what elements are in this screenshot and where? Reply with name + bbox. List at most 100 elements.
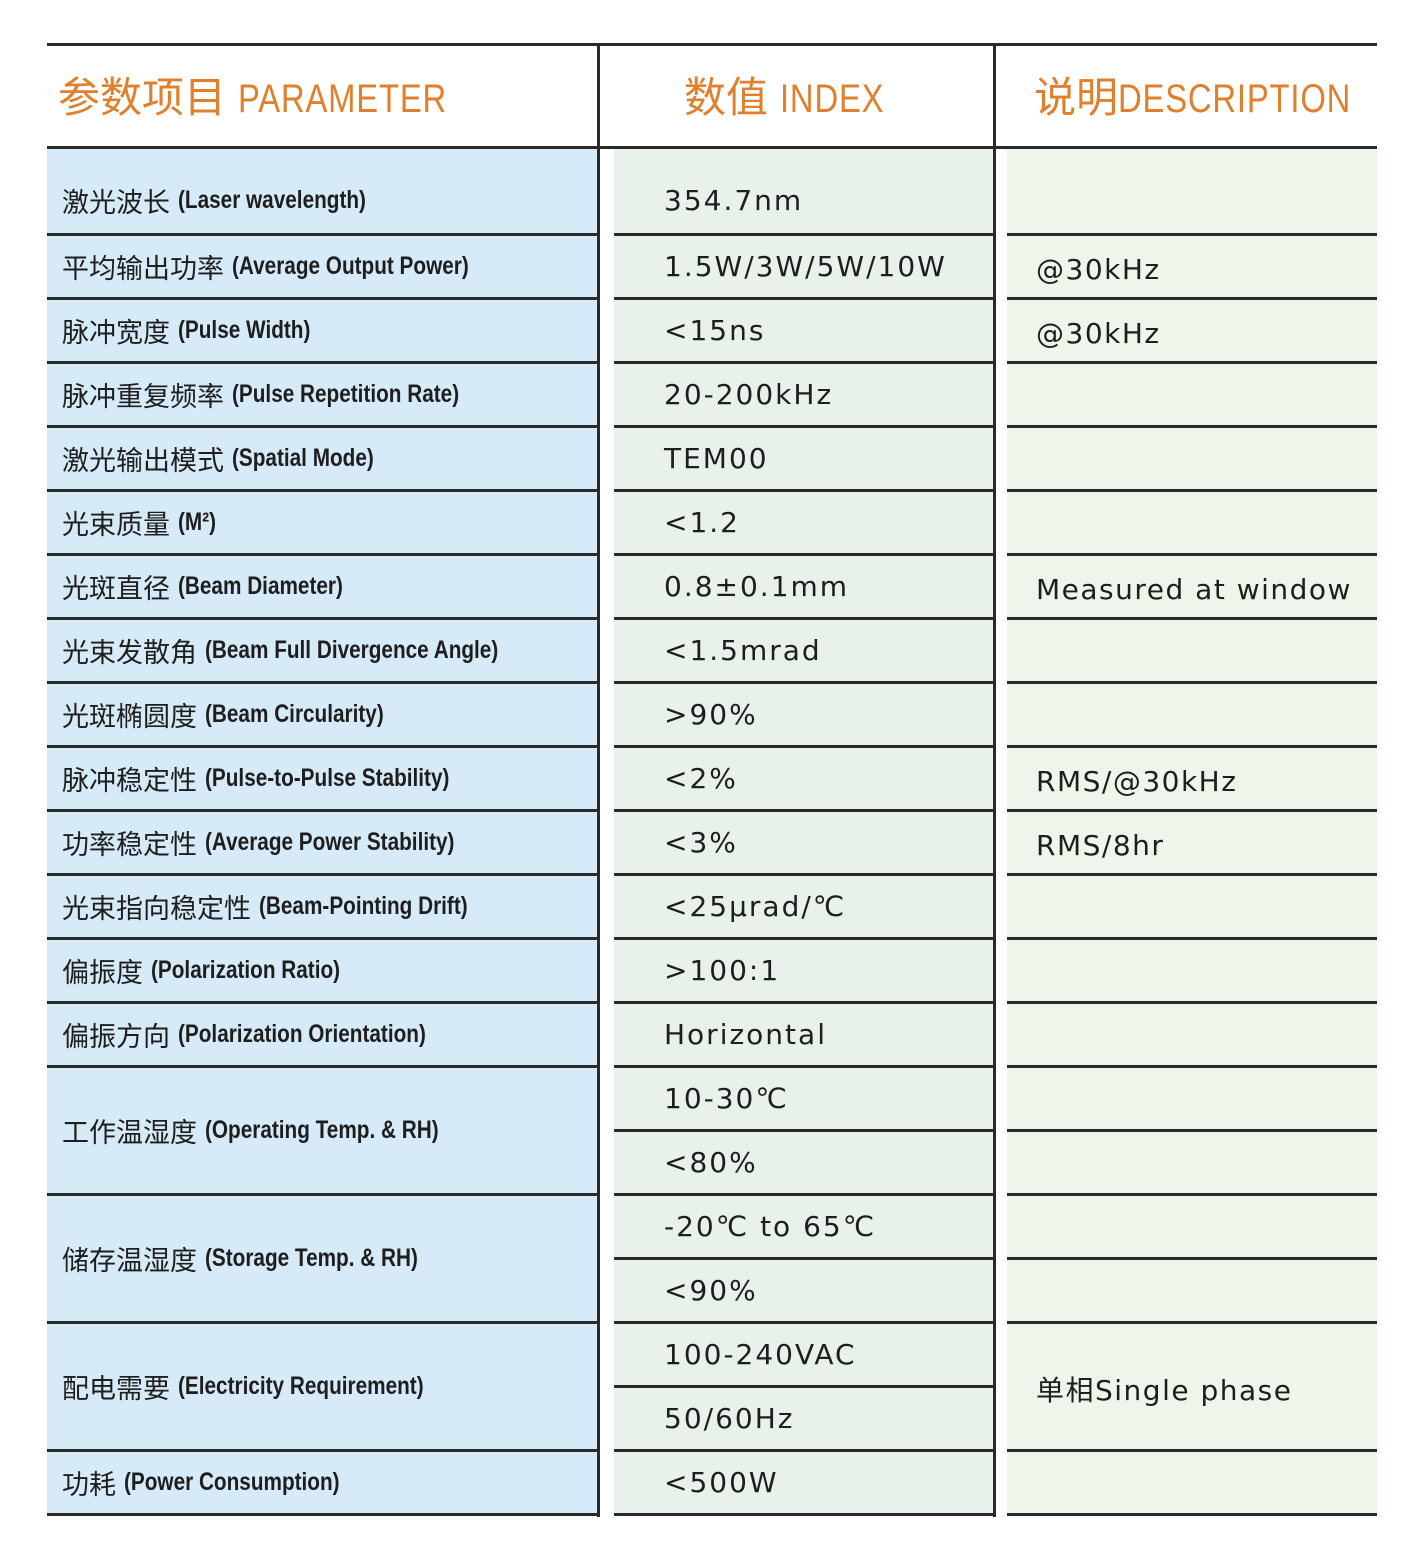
parameter-name-cn: 光束发散角 bbox=[62, 637, 197, 669]
description-row-separator bbox=[1007, 937, 1377, 940]
value-row-separator bbox=[614, 553, 994, 556]
parameter-name-en: (Storage Temp. & RH) bbox=[205, 1243, 418, 1272]
parameter-name-cn: 功耗 bbox=[62, 1469, 116, 1501]
value-row-separator bbox=[614, 361, 994, 364]
parameter-row-separator bbox=[47, 233, 598, 236]
value-row-separator bbox=[614, 1257, 994, 1260]
column-divider-1-body bbox=[597, 149, 600, 1517]
value-cell: 10-30℃ bbox=[664, 1081, 789, 1115]
description-cell: Measured at window bbox=[1036, 572, 1352, 606]
parameter-cell: 光束发散角 (Beam Full Divergence Angle) bbox=[62, 618, 592, 682]
value-row-separator bbox=[614, 1129, 994, 1132]
parameter-row-separator bbox=[47, 809, 598, 812]
parameter-name-en: (Pulse-to-Pulse Stability) bbox=[205, 763, 450, 792]
value-cell: <1.2 bbox=[664, 505, 740, 539]
top-border bbox=[47, 43, 1377, 46]
description-row-separator bbox=[1007, 681, 1377, 684]
parameter-cell: 光束质量 (M²) bbox=[62, 490, 592, 554]
value-row-separator bbox=[614, 617, 994, 620]
parameter-name-en: (Beam-Pointing Drift) bbox=[259, 891, 468, 920]
parameter-cell: 光束指向稳定性 (Beam-Pointing Drift) bbox=[62, 874, 592, 938]
header-description: 说明DESCRIPTION bbox=[1034, 62, 1402, 134]
value-cell: Horizontal bbox=[664, 1017, 827, 1051]
value-cell: <3% bbox=[664, 825, 738, 859]
description-column-bg bbox=[1007, 149, 1377, 1514]
description-row-separator bbox=[1007, 1129, 1377, 1132]
parameter-row-separator bbox=[47, 425, 598, 428]
value-row-separator bbox=[614, 745, 994, 748]
parameter-cell: 储存温湿度 (Storage Temp. & RH) bbox=[62, 1194, 592, 1322]
parameter-name-cn: 光斑直径 bbox=[62, 573, 170, 605]
description-row-separator bbox=[1007, 1065, 1377, 1068]
description-row-separator bbox=[1007, 745, 1377, 748]
column-divider-1 bbox=[597, 43, 600, 149]
parameter-name-en: (Spatial Mode) bbox=[232, 443, 374, 472]
parameter-name-cn: 脉冲重复频率 bbox=[62, 381, 224, 413]
description-row-separator bbox=[1007, 233, 1377, 236]
column-divider-2 bbox=[993, 43, 996, 149]
parameter-name-en: (M²) bbox=[178, 507, 217, 536]
parameter-row-separator bbox=[47, 553, 598, 556]
header-index-cn: 数值 bbox=[684, 74, 769, 121]
parameter-cell: 激光输出模式 (Spatial Mode) bbox=[62, 426, 592, 490]
parameter-cell: 平均输出功率 (Average Output Power) bbox=[62, 234, 592, 298]
description-cell: RMS/@30kHz bbox=[1036, 764, 1238, 798]
description-row-separator bbox=[1007, 1449, 1377, 1452]
description-row-separator bbox=[1007, 809, 1377, 812]
value-cell: <90% bbox=[664, 1273, 758, 1307]
value-row-separator bbox=[614, 1001, 994, 1004]
parameter-row-separator bbox=[47, 1449, 598, 1452]
description-row-separator bbox=[1007, 1001, 1377, 1004]
parameter-name-cn: 平均输出功率 bbox=[62, 253, 224, 285]
parameter-cell: 激光波长 (Laser wavelength) bbox=[62, 167, 592, 234]
description-row-separator bbox=[1007, 617, 1377, 620]
value-row-separator bbox=[614, 937, 994, 940]
parameter-name-cn: 光束质量 bbox=[62, 509, 170, 541]
parameter-row-separator bbox=[47, 617, 598, 620]
parameter-row-separator bbox=[47, 1513, 598, 1516]
header-parameter-en: PARAMETER bbox=[237, 77, 447, 121]
value-row-separator bbox=[614, 233, 994, 236]
value-row-separator bbox=[614, 1193, 994, 1196]
value-cell: <80% bbox=[664, 1145, 758, 1179]
value-row-separator bbox=[614, 809, 994, 812]
parameter-cell: 配电需要 (Electricity Requirement) bbox=[62, 1322, 592, 1450]
value-cell: 354.7nm bbox=[664, 184, 804, 217]
value-row-separator bbox=[614, 1449, 994, 1452]
parameter-row-separator bbox=[47, 937, 598, 940]
parameter-row-separator bbox=[47, 1321, 598, 1324]
description-row-separator bbox=[1007, 553, 1377, 556]
parameter-cell: 脉冲重复频率 (Pulse Repetition Rate) bbox=[62, 362, 592, 426]
parameter-name-en: (Pulse Repetition Rate) bbox=[232, 379, 460, 408]
value-row-separator bbox=[614, 681, 994, 684]
parameter-name-en: (Pulse Width) bbox=[178, 315, 311, 344]
parameter-name-cn: 功率稳定性 bbox=[62, 829, 197, 861]
parameter-name-cn: 脉冲宽度 bbox=[62, 317, 170, 349]
parameter-row-separator bbox=[47, 745, 598, 748]
header-description-cn: 说明 bbox=[1034, 74, 1119, 121]
value-cell: 20-200kHz bbox=[664, 377, 834, 411]
parameter-cell: 光斑椭圆度 (Beam Circularity) bbox=[62, 682, 592, 746]
parameter-name-en: (Average Power Stability) bbox=[205, 827, 455, 856]
parameter-row-separator bbox=[47, 681, 598, 684]
value-cell: >90% bbox=[664, 697, 758, 731]
value-cell: 1.5W/3W/5W/10W bbox=[664, 249, 947, 283]
parameter-name-en: (Beam Circularity) bbox=[205, 699, 384, 728]
parameter-cell: 偏振度 (Polarization Ratio) bbox=[62, 938, 592, 1002]
value-cell: TEM00 bbox=[664, 441, 769, 475]
value-cell: >100:1 bbox=[664, 953, 781, 987]
value-cell: <2% bbox=[664, 761, 738, 795]
parameter-name-cn: 配电需要 bbox=[62, 1373, 170, 1405]
parameter-name-cn: 激光输出模式 bbox=[62, 445, 224, 477]
header-parameter: 参数项目 PARAMETER bbox=[58, 62, 493, 134]
header-description-en: DESCRIPTION bbox=[1118, 77, 1352, 121]
parameter-column-bg bbox=[47, 149, 598, 1514]
description-cell: 单相Single phase bbox=[1036, 1374, 1293, 1407]
column-divider-2-body bbox=[993, 149, 996, 1517]
parameter-cell: 脉冲稳定性 (Pulse-to-Pulse Stability) bbox=[62, 746, 592, 810]
parameter-name-en: (Beam Diameter) bbox=[178, 571, 343, 600]
parameter-name-cn: 偏振方向 bbox=[62, 1021, 170, 1053]
parameter-cell: 光斑直径 (Beam Diameter) bbox=[62, 554, 592, 618]
description-row-separator bbox=[1007, 1513, 1377, 1516]
parameter-name-cn: 工作温湿度 bbox=[62, 1117, 197, 1149]
